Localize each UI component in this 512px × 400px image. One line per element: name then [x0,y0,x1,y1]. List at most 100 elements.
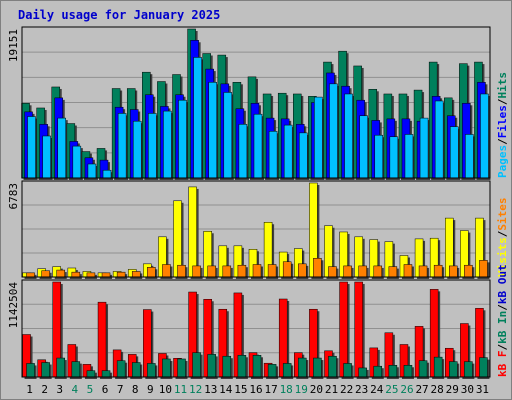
bar-sites [343,265,352,278]
y-max-label: 1142504 [7,282,20,329]
panel-border [21,180,491,278]
bar-sites [328,266,337,278]
legend-entry: / [496,304,509,311]
bar-kbin [433,356,443,378]
bar-pages [389,136,399,179]
bar-sites [237,264,247,278]
legend-entry: Sites [496,198,509,231]
bar-sites [403,264,413,278]
legend-entry: / [496,138,509,145]
bar-pages [132,120,142,179]
legend-entry: / [496,98,509,105]
bar-kbin [403,365,413,378]
x-tick-label: 2 [41,383,48,396]
bar-sites [207,265,216,278]
x-tick-label: 3 [56,383,63,396]
bar-pages [178,99,187,179]
bar-pages [404,134,414,179]
bar-kbin [328,355,337,378]
bar-kbf [97,301,107,378]
bar-sites [449,265,458,278]
x-tick-label: 7 [117,383,124,396]
bar-kbf [354,281,363,378]
bar-sites [222,265,232,278]
x-tick-label: 1 [26,383,33,396]
legend-entry: Pages [496,145,509,178]
bar-kbin [388,365,398,378]
bar-sites [101,272,111,278]
bar-pages [450,126,459,179]
x-tick-label: 14 [219,383,233,396]
bar-pages [163,110,172,179]
y-max-label: 19151 [7,29,20,62]
bar-kbin [479,357,488,378]
bar-kbin [449,361,458,378]
x-tick-label: 25 [385,383,398,396]
bar-visits [188,186,197,278]
bar-pages [480,93,489,179]
bar-pages [374,134,384,179]
x-tick-label: 9 [147,383,154,396]
x-tick-label: 24 [370,383,384,396]
bar-kbin [116,360,126,378]
bar-kbin [313,357,322,378]
legend-bottom: kB F/kB In/kB Out [496,264,509,377]
bar-pages [434,100,444,179]
panel-border [21,279,491,378]
bar-sites [131,271,141,278]
x-tick-label: 21 [325,383,338,396]
bar-sites [41,270,50,278]
bar-pages [87,163,97,179]
bar-pages [253,113,263,179]
bar-sites [267,264,277,278]
x-tick-label: 23 [355,383,368,396]
bar-sites [313,258,322,278]
x-tick-label: 13 [204,383,217,396]
bar-sites [192,265,201,278]
x-tick-label: 4 [72,383,79,396]
x-tick-label: 15 [234,383,247,396]
bar-kbin [464,361,473,378]
bar-kbin [26,363,35,378]
bar-kbin [207,354,216,378]
x-tick-label: 10 [159,383,172,396]
bar-kbin [131,362,141,378]
bar-kbin [222,355,232,378]
bar-kbin [358,367,367,378]
bar-sites [298,263,307,278]
bar-pages [42,135,51,179]
bar-kbin [71,361,81,378]
bar-kbin [147,363,156,378]
bar-sites [373,265,383,278]
bar-pages [314,96,323,179]
legend-entry: Visits [496,237,509,277]
bar-sites [388,266,398,278]
bar-sites [177,264,186,278]
bar-pages [208,82,217,179]
bar-pages [344,93,353,179]
bar-sites [162,264,171,278]
bar-kbin [86,370,96,378]
bar-pages [359,115,368,179]
bar-kbin [267,364,277,378]
bar-kbin [162,358,171,378]
bar-pages [238,124,248,179]
chart-title: Daily usage for January 2025 [18,8,220,22]
bar-kbin [298,357,307,378]
bar-pages [193,57,202,179]
bar-sites [282,261,292,278]
bar-kbin [192,352,201,378]
bar-sites [479,260,488,278]
bar-kbin [177,358,186,378]
bar-kbin [56,357,65,378]
x-tick-label: 8 [132,383,139,396]
bar-kbin [252,355,262,378]
legend-entry: / [496,344,509,351]
x-tick-label: 28 [431,383,444,396]
bar-sites [433,264,443,278]
x-tick-label: 11 [174,383,187,396]
bar-sites [147,267,156,278]
bar-sites [252,264,262,278]
bar-pages [465,134,474,179]
